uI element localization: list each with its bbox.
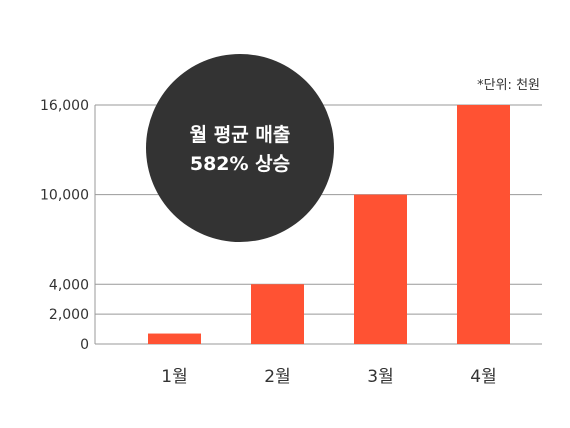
y-tick-label: 4,000 [49,277,89,293]
y-tick-label: 10,000 [40,188,89,204]
y-tick-label: 0 [80,337,89,353]
callout-line-1: 월 평균 매출 [190,124,291,146]
unit-note: *단위: 천원 [477,78,540,93]
callout-bubble: 월 평균 매출 582% 상승 [146,54,334,242]
bar [457,105,510,344]
bar [148,333,201,344]
x-tick-label: 3월 [367,367,393,387]
callout-circle [146,54,334,242]
x-tick-labels: 1월 2월 3월 4월 [161,367,496,387]
y-tick-label: 16,000 [40,98,89,114]
bar [251,284,304,344]
y-tick-label: 2,000 [49,307,89,323]
bar [354,194,407,344]
y-tick-labels: 0 2,000 4,000 10,000 16,000 [40,98,89,353]
x-tick-label: 2월 [264,367,290,387]
x-tick-label: 4월 [470,367,496,387]
bars [148,105,510,344]
callout-line-2: 582% 상승 [190,153,290,175]
x-tick-label: 1월 [161,367,187,387]
